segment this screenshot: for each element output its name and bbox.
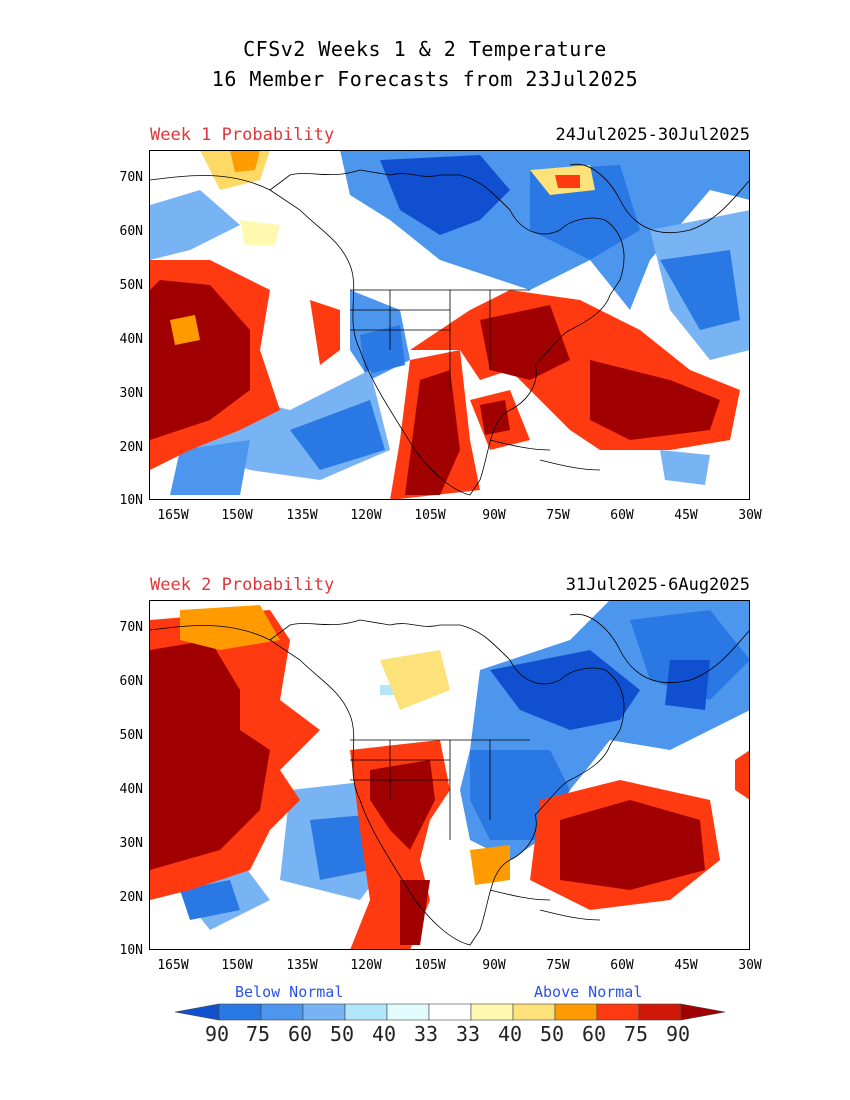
week2-lon-tick: 150W	[221, 958, 253, 973]
legend-swatch	[175, 1003, 220, 1021]
week2-lon-tick: 135W	[286, 958, 318, 973]
week1-lat-tick: 10N	[119, 493, 143, 508]
legend-tick-label: 90	[665, 1022, 691, 1046]
legend-tick-label: 50	[539, 1022, 565, 1046]
legend-swatch	[386, 1003, 430, 1021]
week1-dates: 24Jul2025-30Jul2025	[555, 125, 750, 145]
week1-lat-tick: 70N	[119, 170, 143, 185]
legend-swatch	[680, 1003, 726, 1021]
legend-tick-label: 90	[204, 1022, 230, 1046]
week1-lon-tick: 135W	[286, 508, 318, 523]
legend-swatch	[512, 1003, 556, 1021]
week1-lon-tick: 30W	[738, 508, 762, 523]
legend-swatch	[302, 1003, 346, 1021]
legend-swatch	[638, 1003, 682, 1021]
week1-lat-tick: 40N	[119, 332, 143, 347]
week1-lon-tick: 60W	[610, 508, 634, 523]
week1-lat-tick: 60N	[119, 224, 143, 239]
week2-dates: 31Jul2025-6Aug2025	[565, 575, 750, 595]
legend-tick-label: 33	[455, 1022, 481, 1046]
week2-lat-tick: 40N	[119, 782, 143, 797]
week1-label: Week 1 Probability	[150, 125, 335, 145]
legend-swatch	[554, 1003, 598, 1021]
week2-lat-tick: 30N	[119, 836, 143, 851]
legend-swatch	[428, 1003, 472, 1021]
week1-lat-tick: 50N	[119, 278, 143, 293]
week2-lon-tick: 75W	[546, 958, 570, 973]
week1-lon-tick: 150W	[221, 508, 253, 523]
week1-probability-field	[150, 150, 750, 500]
legend-below-normal: Below Normal	[235, 983, 344, 1001]
week1-lat-tick: 20N	[119, 440, 143, 455]
week2-probability-field	[150, 600, 750, 950]
legend-swatch	[596, 1003, 640, 1021]
week2-lon-tick: 120W	[350, 958, 382, 973]
week1-lat-tick: 30N	[119, 386, 143, 401]
legend-swatch	[344, 1003, 388, 1021]
legend-tick-label: 75	[623, 1022, 649, 1046]
legend-tick-label: 60	[581, 1022, 607, 1046]
week2-lon-tick: 60W	[610, 958, 634, 973]
week1-lon-tick: 90W	[482, 508, 506, 523]
legend-tick-label: 40	[371, 1022, 397, 1046]
week1-lon-tick: 165W	[157, 508, 189, 523]
week2-lon-tick: 165W	[157, 958, 189, 973]
week2-lon-tick: 105W	[414, 958, 446, 973]
week2-lat-tick: 50N	[119, 728, 143, 743]
color-legend-bar	[175, 1003, 726, 1021]
legend-swatch	[260, 1003, 304, 1021]
legend-tick-label: 75	[245, 1022, 271, 1046]
week2-lon-tick: 90W	[482, 958, 506, 973]
legend-swatch	[218, 1003, 262, 1021]
legend-tick-label: 50	[329, 1022, 355, 1046]
week2-lat-tick: 60N	[119, 674, 143, 689]
week1-map	[150, 150, 750, 500]
legend-tick-label: 40	[497, 1022, 523, 1046]
legend-tick-label: 60	[287, 1022, 313, 1046]
week1-lon-tick: 75W	[546, 508, 570, 523]
legend-swatch	[470, 1003, 514, 1021]
week1-lon-tick: 45W	[674, 508, 698, 523]
title-line-1: CFSv2 Weeks 1 & 2 Temperature	[243, 37, 607, 61]
week1-lon-tick: 120W	[350, 508, 382, 523]
week2-lat-tick: 10N	[119, 943, 143, 958]
week2-lat-tick: 20N	[119, 890, 143, 905]
legend-above-normal: Above Normal	[534, 983, 643, 1001]
legend-tick-label: 33	[413, 1022, 439, 1046]
week2-lon-tick: 30W	[738, 958, 762, 973]
week2-lon-tick: 45W	[674, 958, 698, 973]
week2-label: Week 2 Probability	[150, 575, 335, 595]
title-line-2: 16 Member Forecasts from 23Jul2025	[211, 67, 639, 91]
week2-map	[150, 600, 750, 950]
week2-lat-tick: 70N	[119, 620, 143, 635]
week1-lon-tick: 105W	[414, 508, 446, 523]
